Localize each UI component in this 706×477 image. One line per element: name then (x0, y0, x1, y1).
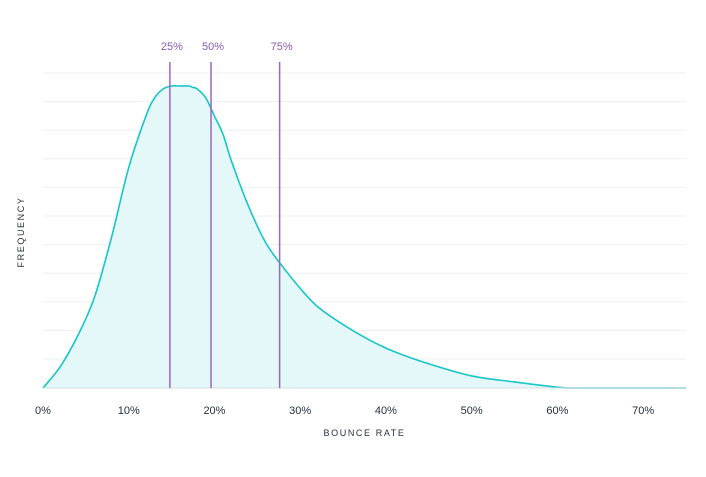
x-tick-label: 30% (289, 405, 311, 417)
x-axis-title: BOUNCE RATE (324, 428, 406, 438)
percentile-label: 50% (202, 41, 224, 53)
x-tick-label: 50% (461, 405, 483, 417)
y-axis-title: FREQUENCY (16, 197, 26, 268)
x-tick-label: 60% (546, 405, 568, 417)
percentile-markers: 25% 50% 75% (161, 41, 293, 388)
x-tick-label: 20% (203, 405, 225, 417)
percentile-label: 75% (271, 41, 293, 53)
x-axis-ticks: 0% 10% 20% 30% 40% 50% 60% 70% (35, 405, 654, 417)
density-area (43, 85, 686, 388)
density-curve (42, 84, 686, 389)
x-tick-label: 40% (375, 405, 397, 417)
x-tick-label: 70% (632, 405, 654, 417)
percentile-label: 25% (161, 41, 183, 53)
x-tick-label: 0% (35, 405, 51, 417)
x-tick-label: 10% (118, 405, 140, 417)
